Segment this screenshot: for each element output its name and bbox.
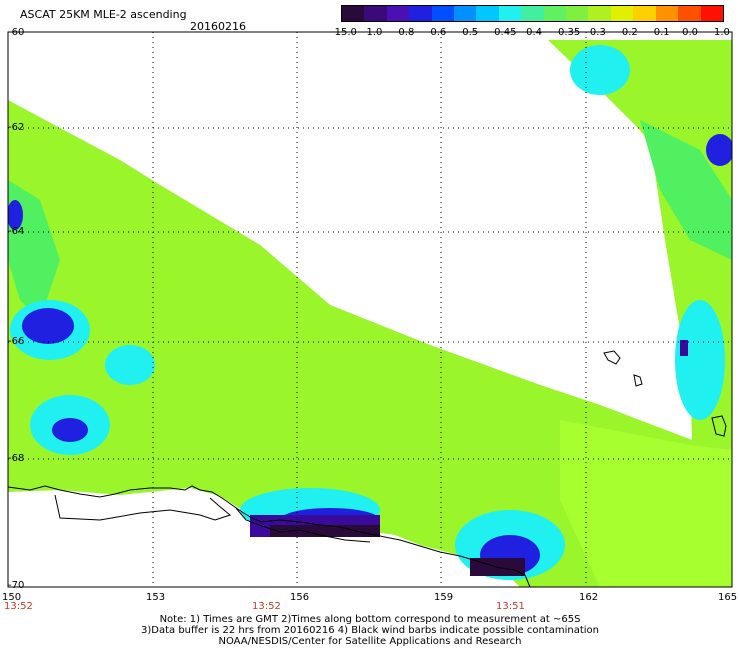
colorbar-swatch — [386, 6, 410, 21]
lon-label: 156 — [290, 592, 310, 603]
colorbar — [341, 5, 724, 22]
lon-label: 159 — [434, 592, 454, 603]
lon-label: 165 — [718, 592, 738, 603]
island-3 — [711, 415, 727, 437]
colorbar-tick-label: -0.3 — [586, 27, 606, 38]
colorbar-tick-label: -0.1 — [650, 27, 670, 38]
lat-label: -60 — [8, 27, 25, 38]
colorbar-tick-label: -0.45 — [490, 27, 517, 38]
colorbar-tick-label: -0.2 — [618, 27, 638, 38]
lat-label: -62 — [8, 122, 25, 133]
blue-left-3 — [8, 200, 23, 230]
footnotes: Note: 1) Times are GMT 2)Times along bot… — [0, 614, 740, 647]
swath-gap — [10, 32, 692, 440]
grid — [8, 32, 732, 587]
chart-date: 20160216 — [190, 20, 246, 33]
island-1 — [603, 350, 621, 365]
colorbar-swatch — [678, 6, 701, 21]
chart-title: ASCAT 25KM MLE-2 ascending — [20, 8, 187, 21]
colorbar-tick-label: -1.0 — [362, 27, 383, 38]
time-label: 13:52 — [4, 601, 33, 612]
colorbar-swatch — [655, 6, 679, 21]
blue-left-2 — [52, 418, 88, 442]
colorbar-tick-label: -0.4 — [522, 27, 543, 38]
colorbar-swatch — [454, 6, 477, 21]
map-frame — [7, 31, 733, 588]
colorbar-tick-label: -0.35 — [554, 27, 581, 38]
lon-label: 162 — [579, 592, 599, 603]
colorbar-swatch — [543, 6, 567, 21]
colorbar-swatch — [588, 6, 611, 21]
time-label: 13:52 — [252, 601, 281, 612]
lon-label: 150 — [2, 592, 22, 603]
cyan-left-3 — [105, 345, 155, 385]
note-line-2: 3)Data buffer is 22 hrs from 20160216 4)… — [141, 625, 599, 636]
colorbar-swatch — [633, 6, 656, 21]
blue-left-1 — [22, 308, 74, 344]
colorbar-swatch — [409, 6, 432, 21]
cyan-top-right — [570, 45, 630, 95]
coastline-ice — [235, 507, 371, 543]
region-green-right — [640, 120, 732, 260]
land-area — [8, 488, 520, 587]
dark-right — [680, 340, 688, 356]
colorbar-swatch — [364, 6, 387, 21]
lon-label: 153 — [146, 592, 166, 603]
colorbar-swatch — [700, 6, 723, 21]
swath-left — [8, 100, 732, 587]
colorbar-swatch — [342, 6, 365, 21]
colorbar-tick-label: -0.6 — [426, 27, 447, 38]
region-light — [560, 420, 732, 587]
cyan-right — [675, 300, 725, 420]
coastline-land — [54, 494, 232, 521]
colorbar-tick-label: -0.8 — [394, 27, 415, 38]
colorbar-swatch — [521, 6, 544, 21]
colorbar-tick-label: -0.5 — [458, 27, 479, 38]
coastline — [7, 485, 531, 588]
lat-label: -70 — [8, 580, 25, 591]
colorbar-swatch — [566, 6, 589, 21]
note-line-1: Note: 1) Times are GMT 2)Times along bot… — [159, 614, 581, 625]
island-2 — [633, 374, 643, 387]
colorbar-tick-label: -15.0 — [331, 27, 357, 38]
colorbar-swatch — [431, 6, 455, 21]
colorbar-swatch — [610, 6, 634, 21]
lat-label: -68 — [8, 453, 25, 464]
note-line-3: NOAA/NESDIS/Center for Satellite Applica… — [218, 636, 522, 647]
time-label: 13:51 — [496, 601, 525, 612]
lat-label: -64 — [8, 226, 25, 237]
colorbar-tick-label: 1.0 — [714, 27, 730, 38]
colorbar-swatch — [498, 6, 522, 21]
colorbar-swatch — [476, 6, 499, 21]
colorbar-tick-label: 0.0 — [682, 27, 698, 38]
lat-label: -66 — [8, 336, 25, 347]
blue-right — [706, 134, 732, 166]
